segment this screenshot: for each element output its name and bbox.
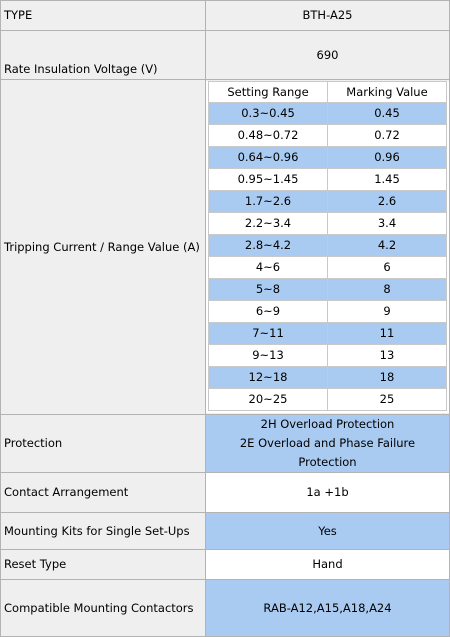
- setting-range-cell: 0.3~0.45: [208, 102, 328, 125]
- contact-value: 1a +1b: [205, 472, 450, 513]
- marking-value-cell: 0.72: [327, 124, 447, 147]
- range-row: 7~11 11: [208, 322, 447, 345]
- marking-value-cell: 1.45: [327, 168, 447, 191]
- range-row: 5~8 8: [208, 278, 447, 301]
- mounting-label: Mounting Kits for Single Set-Ups: [0, 512, 206, 550]
- row-contactors: Compatible Mounting Contactors RAB-A12,A…: [0, 579, 450, 637]
- marking-value-cell: 4.2: [327, 234, 447, 257]
- tripping-label: Tripping Current / Range Value (A): [0, 79, 206, 415]
- setting-range-cell: 0.95~1.45: [208, 168, 328, 191]
- reset-label: Reset Type: [0, 549, 206, 580]
- setting-range-cell: 20~25: [208, 388, 328, 411]
- setting-range-header: Setting Range: [208, 81, 328, 103]
- setting-range-cell: 1.7~2.6: [208, 190, 328, 213]
- marking-value-cell: 25: [327, 388, 447, 411]
- type-label: TYPE: [0, 0, 206, 31]
- setting-range-cell: 9~13: [208, 344, 328, 367]
- setting-range-cell: 6~9: [208, 300, 328, 323]
- marking-value-header: Marking Value: [327, 81, 447, 103]
- range-row: 12~18 18: [208, 366, 447, 389]
- row-type: TYPE BTH-A25: [0, 0, 450, 31]
- row-protection: Protection 2H Overload Protection 2E Ove…: [0, 414, 450, 473]
- setting-range-cell: 12~18: [208, 366, 328, 389]
- marking-value-cell: 11: [327, 322, 447, 345]
- contactors-value: RAB-A12,A15,A18,A24: [205, 579, 450, 637]
- setting-range-cell: 4~6: [208, 256, 328, 279]
- setting-range-cell: 0.64~0.96: [208, 146, 328, 169]
- range-row: 4~6 6: [208, 256, 447, 279]
- setting-range-cell: 2.8~4.2: [208, 234, 328, 257]
- marking-value-cell: 18: [327, 366, 447, 389]
- range-body: 0.3~0.45 0.45 0.48~0.72 0.72 0.64~0.96 0.96 0.…: [208, 102, 447, 411]
- range-row: 9~13 13: [208, 344, 447, 367]
- setting-range-cell: 5~8: [208, 278, 328, 301]
- type-value: BTH-A25: [205, 0, 450, 31]
- row-voltage: Rate Insulation Voltage (V) 690: [0, 30, 450, 80]
- row-tripping: Tripping Current / Range Value (A) Setti…: [0, 79, 450, 415]
- range-row: 0.3~0.45 0.45: [208, 102, 447, 125]
- contactors-label: Compatible Mounting Contactors: [0, 579, 206, 637]
- setting-range-cell: 0.48~0.72: [208, 124, 328, 147]
- setting-range-cell: 7~11: [208, 322, 328, 345]
- marking-value-cell: 0.45: [327, 102, 447, 125]
- marking-value-cell: 13: [327, 344, 447, 367]
- protection-label: Protection: [0, 414, 206, 473]
- range-row: 1.7~2.6 2.6: [208, 190, 447, 213]
- range-row: 0.64~0.96 0.96: [208, 146, 447, 169]
- marking-value-cell: 9: [327, 300, 447, 323]
- range-row: 2.8~4.2 4.2: [208, 234, 447, 257]
- range-row: 0.95~1.45 1.45: [208, 168, 447, 191]
- range-table: Setting Range Marking Value 0.3~0.45 0.45…: [208, 81, 447, 411]
- voltage-value: 690: [205, 30, 450, 80]
- row-reset: Reset Type Hand: [0, 549, 450, 580]
- marking-value-cell: 8: [327, 278, 447, 301]
- mounting-value: Yes: [205, 512, 450, 550]
- range-cell: Setting Range Marking Value 0.3~0.45 0.45…: [205, 79, 450, 415]
- marking-value-cell: 2.6: [327, 190, 447, 213]
- row-contact: Contact Arrangement 1a +1b: [0, 472, 450, 513]
- range-row: 6~9 9: [208, 300, 447, 323]
- range-row: 20~25 25: [208, 388, 447, 411]
- range-header-row: Setting Range Marking Value: [208, 81, 447, 103]
- protection-line-2: 2E Overload and Phase Failure Protection: [239, 436, 416, 469]
- reset-value: Hand: [205, 549, 450, 580]
- range-row: 0.48~0.72 0.72: [208, 124, 447, 147]
- marking-value-cell: 0.96: [327, 146, 447, 169]
- voltage-label: Rate Insulation Voltage (V): [0, 30, 206, 80]
- row-mounting: Mounting Kits for Single Set-Ups Yes: [0, 512, 450, 550]
- setting-range-cell: 2.2~3.4: [208, 212, 328, 235]
- contact-label: Contact Arrangement: [0, 472, 206, 513]
- protection-value: 2H Overload Protection 2E Overload and P…: [205, 414, 450, 473]
- marking-value-cell: 3.4: [327, 212, 447, 235]
- protection-line-1: 2H Overload Protection: [260, 417, 395, 431]
- range-row: 2.2~3.4 3.4: [208, 212, 447, 235]
- marking-value-cell: 6: [327, 256, 447, 279]
